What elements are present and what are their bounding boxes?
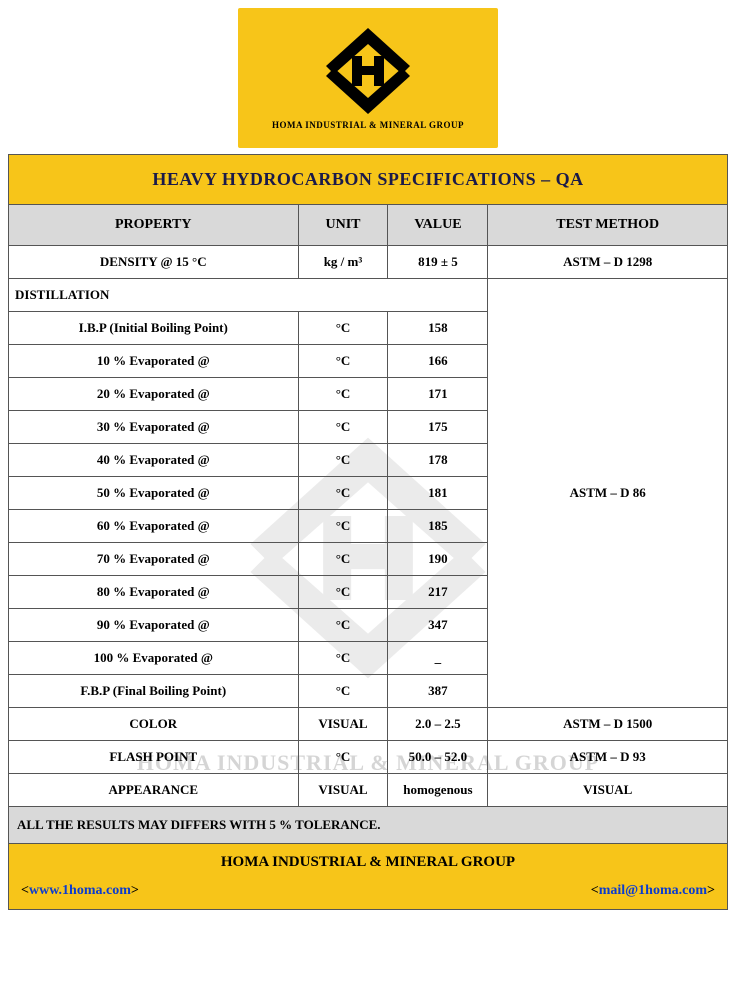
cell-unit: °C bbox=[298, 543, 388, 576]
cell-unit: VISUAL bbox=[298, 708, 388, 741]
footer-email[interactable]: <mail@1homa.com> bbox=[591, 883, 715, 899]
cell-unit: °C bbox=[298, 378, 388, 411]
cell-method: ASTM – D 1298 bbox=[488, 246, 728, 279]
cell-unit: °C bbox=[298, 411, 388, 444]
table-title-row: HEAVY HYDROCARBON SPECIFICATIONS – QA bbox=[9, 155, 728, 205]
cell-value: 190 bbox=[388, 543, 488, 576]
cell-property: 20 % Evaporated @ bbox=[9, 378, 299, 411]
cell-value: 158 bbox=[388, 312, 488, 345]
table-header-row: PROPERTY UNIT VALUE TEST METHOD bbox=[9, 205, 728, 246]
distillation-method: ASTM – D 86 bbox=[488, 279, 728, 708]
footer-website[interactable]: <www.1homa.com> bbox=[21, 883, 139, 899]
footer-company: HOMA INDUSTRIAL & MINERAL GROUP bbox=[9, 844, 727, 877]
table-row: FLASH POINT °C 50.0 – 52.0 ASTM – D 93 bbox=[9, 741, 728, 774]
col-header-property: PROPERTY bbox=[9, 205, 299, 246]
cell-value: 217 bbox=[388, 576, 488, 609]
cell-property: 60 % Evaporated @ bbox=[9, 510, 299, 543]
tolerance-row: ALL THE RESULTS MAY DIFFERS WITH 5 % TOL… bbox=[9, 807, 728, 844]
cell-value: 347 bbox=[388, 609, 488, 642]
distillation-section-row: DISTILLATION ASTM – D 86 bbox=[9, 279, 728, 312]
cell-unit: °C bbox=[298, 312, 388, 345]
cell-value: homogenous bbox=[388, 774, 488, 807]
cell-value: 175 bbox=[388, 411, 488, 444]
cell-unit: °C bbox=[298, 510, 388, 543]
col-header-method: TEST METHOD bbox=[488, 205, 728, 246]
table-title: HEAVY HYDROCARBON SPECIFICATIONS – QA bbox=[9, 155, 728, 205]
cell-property: 30 % Evaporated @ bbox=[9, 411, 299, 444]
cell-unit: °C bbox=[298, 609, 388, 642]
logo-header: HOMA INDUSTRIAL & MINERAL GROUP bbox=[238, 8, 498, 148]
table-row: APPEARANCE VISUAL homogenous VISUAL bbox=[9, 774, 728, 807]
cell-value: 387 bbox=[388, 675, 488, 708]
cell-property: 10 % Evaporated @ bbox=[9, 345, 299, 378]
cell-property: 70 % Evaporated @ bbox=[9, 543, 299, 576]
cell-unit: kg / m³ bbox=[298, 246, 388, 279]
cell-property: 100 % Evaporated @ bbox=[9, 642, 299, 675]
cell-unit: VISUAL bbox=[298, 774, 388, 807]
cell-value: 166 bbox=[388, 345, 488, 378]
cell-unit: °C bbox=[298, 477, 388, 510]
spec-table: HEAVY HYDROCARBON SPECIFICATIONS – QA PR… bbox=[8, 154, 728, 910]
cell-unit: °C bbox=[298, 675, 388, 708]
cell-property: F.B.P (Final Boiling Point) bbox=[9, 675, 299, 708]
cell-property: 40 % Evaporated @ bbox=[9, 444, 299, 477]
cell-method: ASTM – D 93 bbox=[488, 741, 728, 774]
cell-unit: °C bbox=[298, 345, 388, 378]
cell-unit: °C bbox=[298, 642, 388, 675]
cell-unit: °C bbox=[298, 576, 388, 609]
footer-row: HOMA INDUSTRIAL & MINERAL GROUP <www.1ho… bbox=[9, 844, 728, 910]
cell-value: 185 bbox=[388, 510, 488, 543]
cell-value: _ bbox=[388, 642, 488, 675]
cell-property: 90 % Evaporated @ bbox=[9, 609, 299, 642]
cell-property: DENSITY @ 15 °C bbox=[9, 246, 299, 279]
table-row: COLOR VISUAL 2.0 – 2.5 ASTM – D 1500 bbox=[9, 708, 728, 741]
cell-property: COLOR bbox=[9, 708, 299, 741]
cell-value: 178 bbox=[388, 444, 488, 477]
cell-value: 819 ± 5 bbox=[388, 246, 488, 279]
cell-property: APPEARANCE bbox=[9, 774, 299, 807]
cell-value: 50.0 – 52.0 bbox=[388, 741, 488, 774]
cell-method: ASTM – D 1500 bbox=[488, 708, 728, 741]
cell-property: 50 % Evaporated @ bbox=[9, 477, 299, 510]
distillation-label: DISTILLATION bbox=[9, 279, 488, 312]
cell-property: FLASH POINT bbox=[9, 741, 299, 774]
cell-unit: °C bbox=[298, 444, 388, 477]
company-logo-icon bbox=[318, 26, 418, 116]
tolerance-note: ALL THE RESULTS MAY DIFFERS WITH 5 % TOL… bbox=[9, 807, 728, 844]
col-header-value: VALUE bbox=[388, 205, 488, 246]
cell-method: VISUAL bbox=[488, 774, 728, 807]
cell-unit: °C bbox=[298, 741, 388, 774]
cell-value: 171 bbox=[388, 378, 488, 411]
cell-value: 2.0 – 2.5 bbox=[388, 708, 488, 741]
cell-value: 181 bbox=[388, 477, 488, 510]
col-header-unit: UNIT bbox=[298, 205, 388, 246]
cell-property: 80 % Evaporated @ bbox=[9, 576, 299, 609]
table-row: DENSITY @ 15 °C kg / m³ 819 ± 5 ASTM – D… bbox=[9, 246, 728, 279]
logo-company-name: HOMA INDUSTRIAL & MINERAL GROUP bbox=[272, 120, 464, 130]
footer-links: <www.1homa.com> <mail@1homa.com> bbox=[9, 877, 727, 909]
cell-property: I.B.P (Initial Boiling Point) bbox=[9, 312, 299, 345]
